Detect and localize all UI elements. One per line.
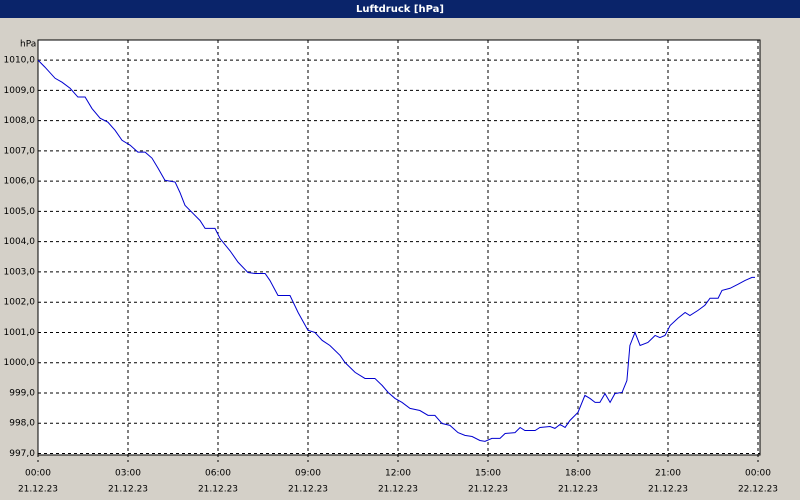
- y-tick-label: 1000,0: [4, 358, 36, 368]
- data-line: [37, 59, 755, 442]
- x-tick-date: 21.12.23: [198, 485, 238, 495]
- y-tick-label: 1008,0: [4, 116, 36, 126]
- y-tick-label: 1004,0: [4, 237, 36, 247]
- x-tick-label: 00:00: [745, 469, 771, 479]
- y-tick-label: 1002,0: [4, 298, 36, 308]
- y-tick-label: 999,0: [9, 388, 35, 398]
- x-tick-label: 00:00: [25, 469, 51, 479]
- x-tick-date: 22.12.23: [738, 485, 778, 495]
- y-tick-label: 998,0: [9, 419, 35, 429]
- y-tick-label: 1009,0: [4, 86, 36, 96]
- x-tick-date: 21.12.23: [558, 485, 598, 495]
- x-tick-label: 06:00: [205, 469, 231, 479]
- x-tick-label: 09:00: [295, 469, 321, 479]
- x-tick-label: 03:00: [115, 469, 141, 479]
- y-unit: hPa: [20, 40, 36, 50]
- x-tick-date: 21.12.23: [648, 485, 688, 495]
- x-tick-date: 21.12.23: [18, 485, 58, 495]
- y-tick-label: 1010,0: [4, 56, 36, 66]
- x-tick-label: 12:00: [385, 469, 411, 479]
- y-tick-label: 1005,0: [4, 207, 36, 217]
- x-tick-label: 15:00: [475, 469, 501, 479]
- y-tick-label: 1003,0: [4, 267, 36, 277]
- x-tick-label: 18:00: [565, 469, 591, 479]
- y-tick-label: 1001,0: [4, 328, 36, 338]
- chart-title: Luftdruck [hPa]: [356, 4, 444, 15]
- y-tick-label: 997,0: [9, 449, 35, 459]
- x-tick-date: 21.12.23: [108, 485, 148, 495]
- x-tick-label: 21:00: [655, 469, 681, 479]
- x-tick-date: 21.12.23: [378, 485, 418, 495]
- x-tick-date: 21.12.23: [468, 485, 508, 495]
- y-tick-label: 1006,0: [4, 177, 36, 187]
- plot-area: [37, 39, 761, 456]
- x-tick-date: 21.12.23: [288, 485, 328, 495]
- title-bar: [0, 0, 800, 18]
- y-tick-label: 1007,0: [4, 146, 36, 156]
